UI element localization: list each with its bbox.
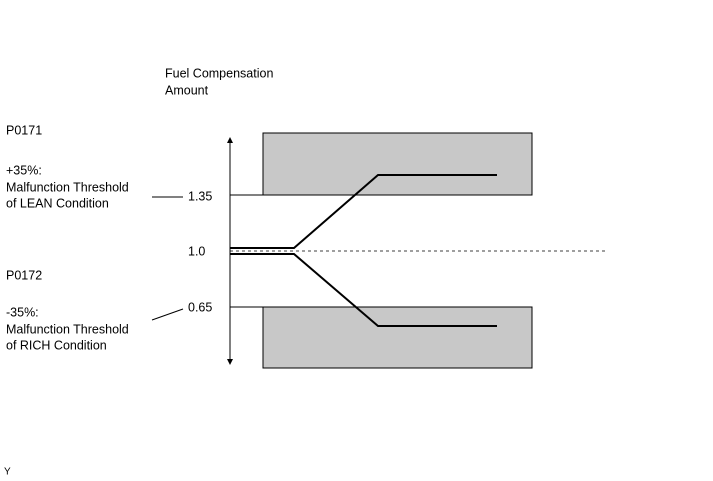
shapes xyxy=(151,132,607,369)
description: Malfunction Threshold xyxy=(6,322,129,336)
level-label: 1.35 xyxy=(188,189,212,203)
description: of RICH Condition xyxy=(6,338,107,352)
lean-curve xyxy=(230,174,497,249)
rich-curve xyxy=(230,253,497,327)
lean-zone xyxy=(262,132,533,196)
corner-mark: Y xyxy=(4,467,11,478)
description: of LEAN Condition xyxy=(6,196,109,210)
percent: +35%: xyxy=(6,163,42,177)
code: P0172 xyxy=(6,268,42,282)
percent: -35%: xyxy=(6,305,39,319)
level-label: 1.0 xyxy=(188,244,205,258)
axis-label: Fuel Compensation xyxy=(165,66,273,80)
leader-line xyxy=(151,308,184,321)
rich-zone xyxy=(262,306,533,369)
axis-label: Amount xyxy=(165,83,209,97)
code: P0171 xyxy=(6,123,42,137)
level-label: 0.65 xyxy=(188,300,212,314)
description: Malfunction Threshold xyxy=(6,180,129,194)
